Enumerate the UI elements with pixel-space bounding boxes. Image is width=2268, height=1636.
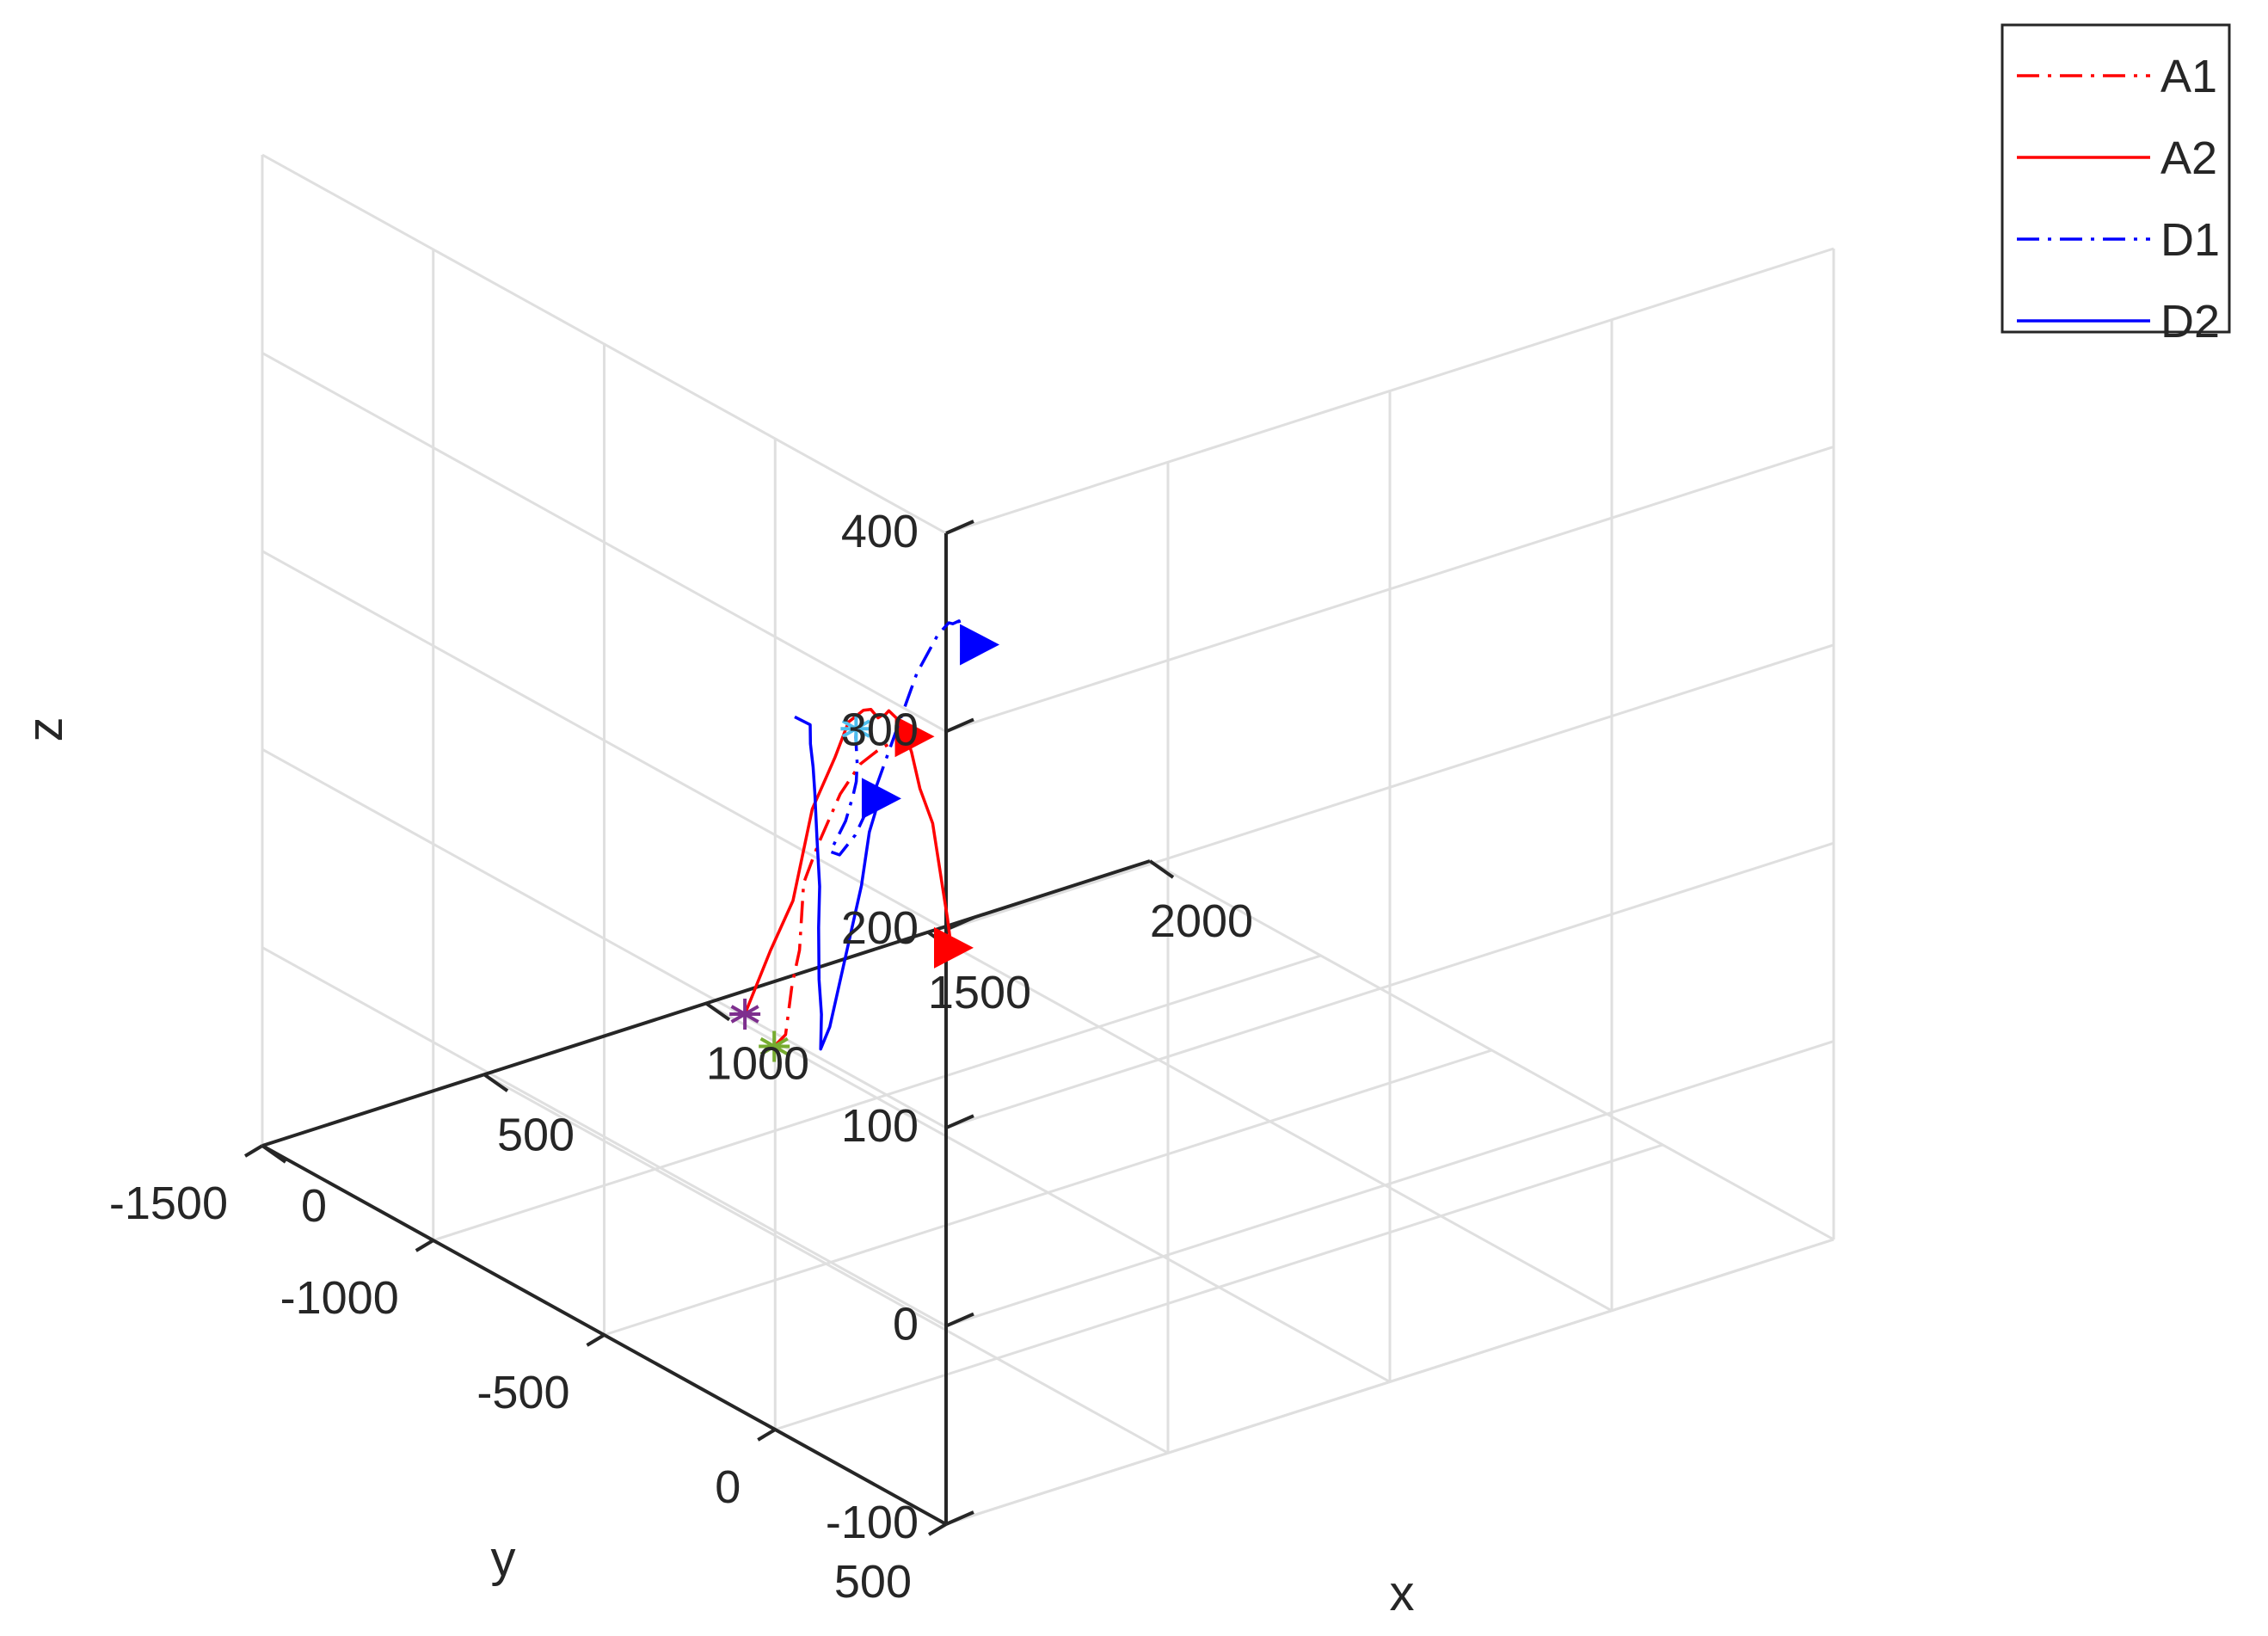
y-axis-label: y bbox=[491, 1531, 516, 1587]
plot-area bbox=[729, 619, 1000, 1062]
side-wall-gridline bbox=[261, 946, 947, 1327]
series-a1-line bbox=[772, 735, 913, 1048]
series-d1-line bbox=[828, 619, 979, 857]
x-tick bbox=[482, 1073, 509, 1092]
z-tick-label: 400 bbox=[841, 506, 919, 557]
back-wall-gridline bbox=[945, 1238, 1835, 1526]
back-wall-gridline bbox=[945, 643, 1835, 932]
floor-gridline bbox=[433, 954, 1322, 1242]
series-a2-end-marker bbox=[933, 926, 974, 969]
x-tick-label: 2000 bbox=[1150, 895, 1253, 947]
back-wall-gridline bbox=[945, 841, 1835, 1129]
legend-label-a2: A2 bbox=[2160, 132, 2217, 184]
z-tick bbox=[945, 717, 974, 734]
z-tick-label: -100 bbox=[826, 1497, 919, 1548]
series-d2-line bbox=[794, 715, 881, 1051]
side-wall-gridline bbox=[261, 747, 947, 1129]
z-tick bbox=[945, 1312, 974, 1328]
z-tick-label: 200 bbox=[841, 902, 919, 954]
legend-label-d1: D1 bbox=[2160, 214, 2220, 266]
series-a2-start-marker bbox=[729, 999, 761, 1030]
side-wall-gridline bbox=[261, 153, 947, 535]
series-d1-end-marker bbox=[960, 624, 1000, 666]
y-tick-label: -1500 bbox=[109, 1178, 228, 1229]
x-tick bbox=[1148, 859, 1175, 879]
x-tick-label: 1500 bbox=[928, 967, 1031, 1018]
y-tick bbox=[415, 1239, 434, 1252]
y-tick bbox=[757, 1428, 777, 1442]
z-tick bbox=[945, 915, 974, 932]
z-tick bbox=[945, 1510, 974, 1526]
side-wall-gridline bbox=[261, 550, 947, 932]
y-tick-label: 500 bbox=[834, 1556, 912, 1608]
floor-gridline bbox=[774, 1143, 1663, 1431]
back-wall-gridline bbox=[945, 1040, 1835, 1328]
z-tick-label: 300 bbox=[841, 704, 919, 755]
series-a1-end-marker bbox=[894, 716, 935, 758]
series-d1-start-marker bbox=[840, 713, 872, 745]
grid bbox=[261, 153, 1835, 1526]
side-wall-gridline bbox=[261, 352, 947, 733]
z-tick-label: 0 bbox=[893, 1299, 919, 1350]
z-tick-label: 100 bbox=[841, 1100, 919, 1152]
x-tick bbox=[261, 1144, 287, 1164]
x-tick-label: 500 bbox=[497, 1109, 575, 1160]
x-tick-label: 1000 bbox=[706, 1038, 809, 1090]
x-tick-label: 0 bbox=[301, 1180, 327, 1232]
z-tick bbox=[945, 520, 974, 535]
series-a2-line bbox=[743, 708, 953, 1015]
z-tick bbox=[945, 1114, 974, 1130]
floor-gridline bbox=[604, 1049, 1492, 1337]
x-axis-label: x bbox=[1390, 1565, 1415, 1621]
series-a1-start-marker bbox=[759, 1030, 790, 1062]
y-tick bbox=[243, 1144, 264, 1158]
y-tick-label: -1000 bbox=[280, 1272, 399, 1324]
y-tick bbox=[586, 1333, 605, 1347]
legend-label-a1: A1 bbox=[2160, 51, 2217, 102]
tick-labels: 05001000150020005000-500-1000-1500400300… bbox=[109, 506, 1253, 1608]
x-tick bbox=[704, 1001, 731, 1022]
y-tick bbox=[927, 1522, 948, 1536]
axes bbox=[243, 520, 1175, 1536]
y-tick-label: 0 bbox=[715, 1461, 741, 1513]
back-wall-gridline bbox=[945, 247, 1835, 535]
legend-label-d2: D2 bbox=[2160, 296, 2220, 347]
back-wall-gridline bbox=[945, 445, 1835, 733]
series-d2-end-marker bbox=[861, 778, 901, 820]
legend: A1 A2 D1 D2 bbox=[2001, 23, 2231, 347]
y-tick-label: -500 bbox=[476, 1367, 569, 1418]
z-axis-label: z bbox=[17, 717, 73, 742]
